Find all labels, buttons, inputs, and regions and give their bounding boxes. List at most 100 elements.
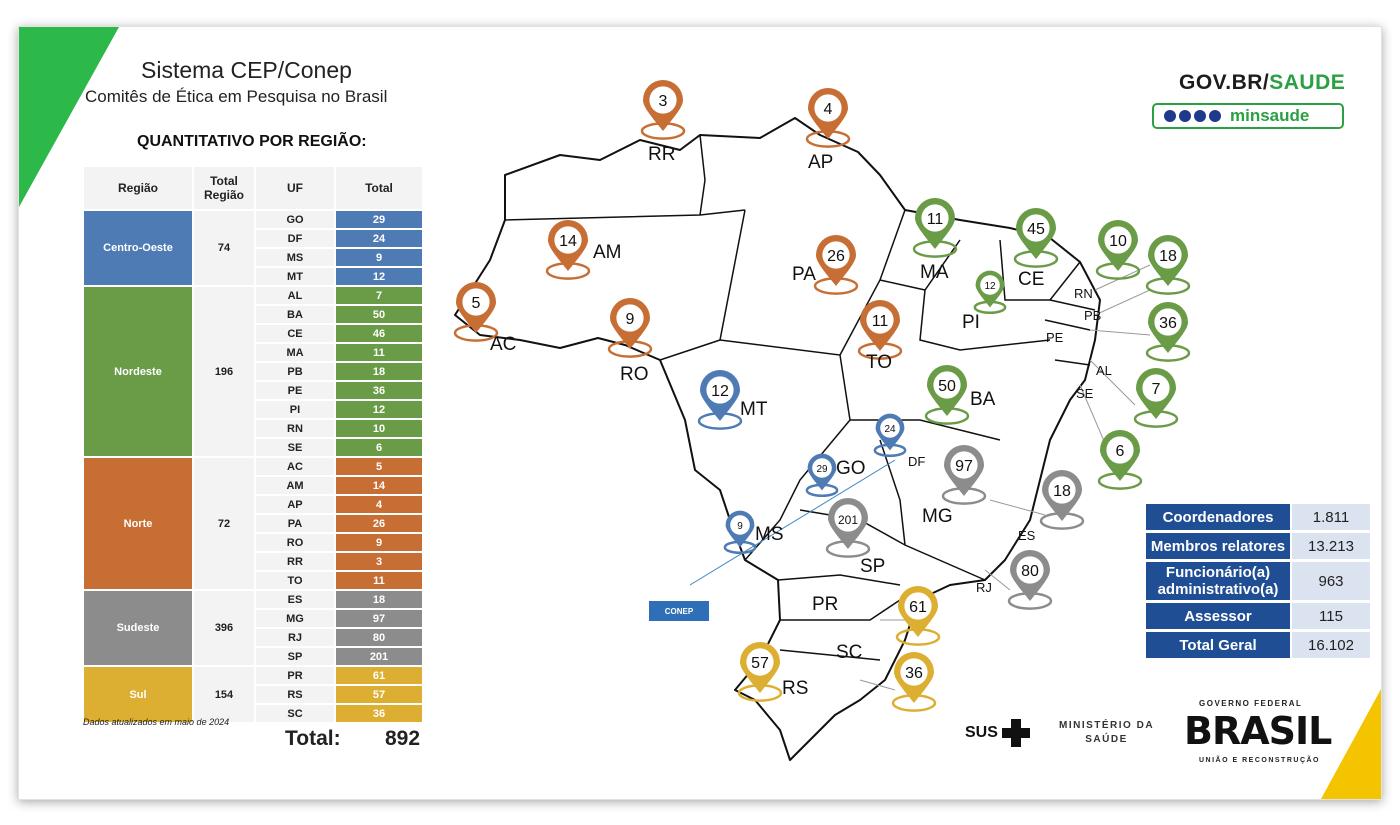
table-row: PE 36 [84, 382, 422, 399]
conep-box: CONEP [649, 601, 709, 621]
facebook-icon [1164, 110, 1176, 122]
uf-cell: RS [256, 686, 334, 703]
stats-value: 963 [1292, 562, 1370, 600]
pin-value: 5 [472, 295, 481, 312]
pin-value: 11 [872, 313, 889, 330]
state-label-pb: PB [1084, 308, 1101, 323]
table-row: AP 4 [84, 496, 422, 513]
uf-total-cell: 80 [336, 629, 422, 646]
stats-label: Coordenadores [1146, 504, 1290, 530]
table-title: QUANTITATIVO POR REGIÃO: [137, 133, 367, 150]
stats-label: Assessor [1146, 603, 1290, 629]
gov-text: GOV.BR/ [1179, 71, 1270, 94]
uf-cell: RN [256, 420, 334, 437]
uf-cell: CE [256, 325, 334, 342]
twitter-icon [1179, 110, 1191, 122]
uf-cell: RJ [256, 629, 334, 646]
social-handle: minsaude [1230, 106, 1310, 125]
governo-federal-text: GOVERNO FEDERAL [1199, 699, 1303, 708]
region-total: 196 [194, 287, 254, 456]
uf-total-cell: 36 [336, 705, 422, 722]
state-label-rs: RS [782, 678, 808, 699]
state-label-ma: MA [920, 262, 949, 283]
uf-total-cell: 4 [336, 496, 422, 513]
state-label-to: TO [866, 352, 892, 373]
table-row: AM 14 [84, 477, 422, 494]
state-label-ro: RO [620, 364, 649, 385]
social-handle-box: minsaude [1152, 103, 1344, 129]
brasil-logo-text: BRASIL [1184, 709, 1332, 753]
pin-value: 18 [1053, 483, 1071, 500]
pin-value: 9 [737, 521, 743, 532]
pin-value: 4 [824, 101, 833, 118]
table-row: DF 24 [84, 230, 422, 247]
table-row: MT 12 [84, 268, 422, 285]
region-total: 74 [194, 211, 254, 285]
region-name: Sudeste [84, 591, 192, 665]
uf-cell: SP [256, 648, 334, 665]
table-row: PA 26 [84, 515, 422, 532]
map-pin-se: 6 [1097, 430, 1143, 490]
yellow-corner-decoration [1321, 689, 1381, 799]
state-label-pr: PR [812, 594, 838, 615]
state-label-es: ES [1018, 528, 1036, 543]
uf-total-cell: 61 [336, 667, 422, 684]
sus-logo: SUS [965, 719, 1030, 747]
youtube-icon [1194, 110, 1206, 122]
uf-total-cell: 7 [336, 287, 422, 304]
state-label-rj: RJ [976, 580, 992, 595]
table-row: MA 11 [84, 344, 422, 361]
pin-value: 3 [659, 93, 668, 110]
state-label-ms: MS [755, 524, 784, 545]
ministerio-line-2: SAÚDE [1085, 734, 1128, 745]
table-row: RJ 80 [84, 629, 422, 646]
state-label-pe: PE [1046, 330, 1064, 345]
region-table: Região Total Região UF Total Centro-Oest… [82, 165, 424, 724]
uf-cell: TO [256, 572, 334, 589]
header-region-total: Total Região [194, 167, 254, 209]
stats-label: Membros relatores [1146, 533, 1290, 559]
uf-total-cell: 57 [336, 686, 422, 703]
uf-total-cell: 14 [336, 477, 422, 494]
map-pin-ap: 4 [805, 88, 851, 148]
uf-cell: MG [256, 610, 334, 627]
region-total: 154 [194, 667, 254, 722]
uf-total-cell: 201 [336, 648, 422, 665]
uf-cell: AC [256, 458, 334, 475]
uf-total-cell: 50 [336, 306, 422, 323]
uf-total-cell: 18 [336, 591, 422, 608]
state-label-df: DF [908, 454, 925, 469]
header-uf: UF [256, 167, 334, 209]
uf-cell: MT [256, 268, 334, 285]
pin-value: 36 [1159, 315, 1177, 332]
ministerio-line-1: MINISTÉRIO DA [1059, 720, 1155, 731]
state-label-ac: AC [490, 334, 516, 355]
pin-value: 57 [751, 655, 769, 672]
uf-total-cell: 11 [336, 344, 422, 361]
map-pin-go: 29 [805, 453, 839, 498]
map-pin-mt: 12 [697, 370, 743, 430]
table-row: Nordeste 196 AL 7 [84, 287, 422, 456]
map-pin-pb: 18 [1145, 235, 1191, 295]
table-row: MS 9 [84, 249, 422, 266]
uf-cell: PA [256, 515, 334, 532]
page-title: Sistema CEP/Conep [141, 57, 352, 83]
map-pin-rs: 57 [737, 642, 783, 702]
table-row: Sul 154 PR 61 [84, 667, 422, 722]
pin-value: 61 [909, 599, 927, 616]
state-label-sc: SC [836, 642, 862, 663]
map-pin-am: 14 [545, 220, 591, 280]
uf-total-cell: 36 [336, 382, 422, 399]
pin-value: 12 [984, 281, 996, 292]
map-pins: 3 4 14 26 5 9 11 12 29 24 9 11 45 12 10 18 36 7 6 50 97 18 201… [453, 80, 1191, 712]
map-pin-es: 18 [1039, 470, 1085, 530]
stats-value: 16.102 [1292, 632, 1370, 658]
sus-text: SUS [965, 724, 998, 741]
state-label-ba: BA [970, 389, 996, 410]
map-pin-ma: 11 [912, 198, 958, 258]
uf-cell: RR [256, 553, 334, 570]
uf-cell: AM [256, 477, 334, 494]
uf-total-cell: 12 [336, 401, 422, 418]
state-label-ce: CE [1018, 269, 1044, 290]
